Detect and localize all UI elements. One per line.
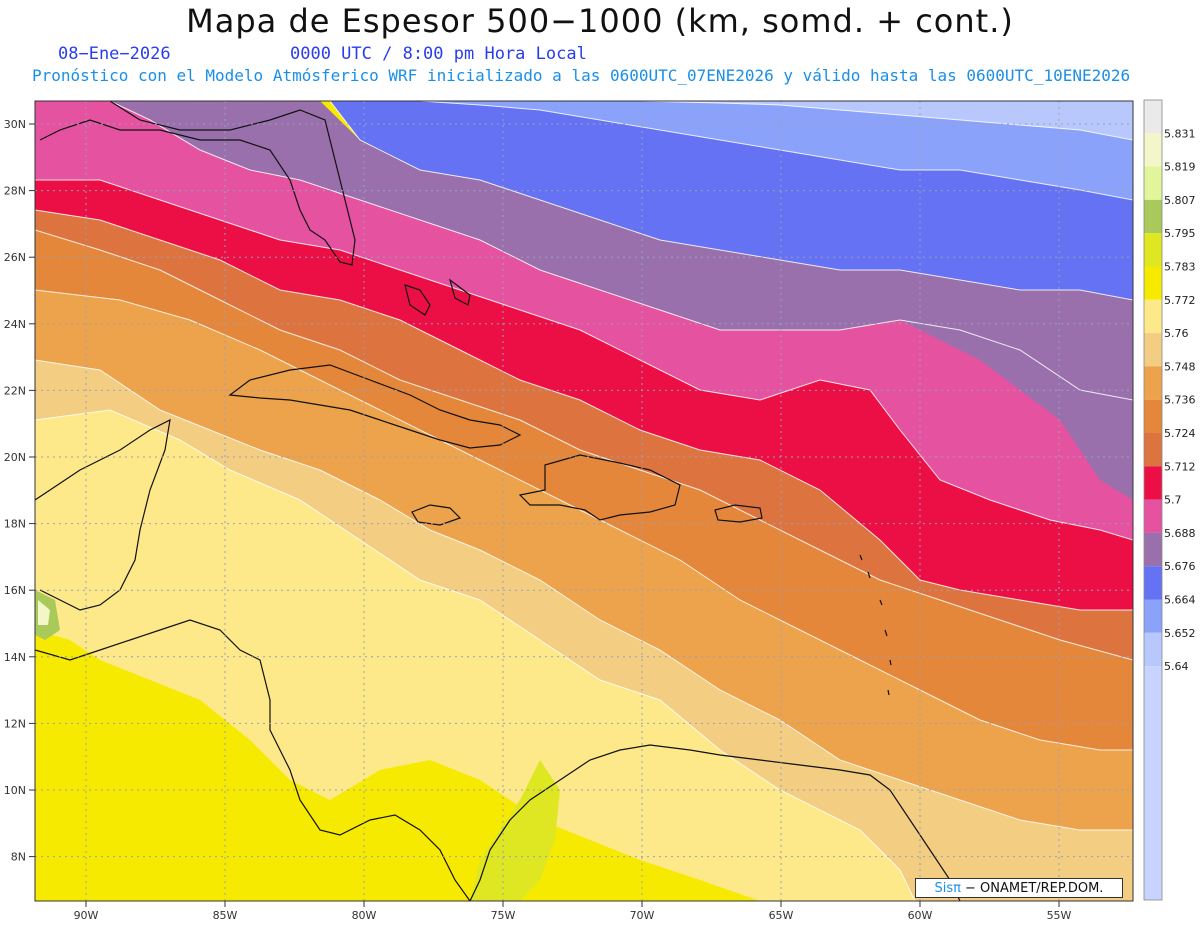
legend-label: 5.724: [1164, 427, 1196, 440]
lat-label: 16N: [4, 584, 26, 597]
longitude-labels: 90W 85W 80W 75W 70W 65W 60W 55W: [74, 901, 1072, 922]
plot-frame: [34, 100, 1134, 902]
coastlines: [35, 101, 961, 901]
legend-label: 5.7: [1164, 494, 1182, 507]
lat-label: 14N: [4, 651, 26, 664]
color-legend: 5.831 5.819 5.807 5.795 5.783 5.772 5.76 5.748 5…: [1143, 99, 1196, 901]
forecast-date: 08−Ene−2026: [58, 44, 171, 64]
lon-label: 75W: [491, 909, 516, 922]
legend-label: 5.712: [1164, 460, 1196, 473]
lon-label: 80W: [352, 909, 377, 922]
lat-label: 24N: [4, 318, 26, 331]
credit-org: − ONAMET/REP.DOM.: [965, 880, 1104, 896]
lon-label: 70W: [630, 909, 655, 922]
legend-label: 5.819: [1164, 161, 1196, 174]
latitude-labels: 30N 28N 26N 24N 22N 20N 18N 16N 14N 12N 10N 8N: [4, 118, 35, 864]
legend-swatch: [1144, 632, 1162, 667]
legend-label: 5.748: [1164, 360, 1196, 373]
lat-label: 26N: [4, 251, 26, 264]
legend-swatch: [1144, 133, 1162, 167]
forecast-time: 0000 UTC / 8:00 pm Hora Local: [290, 44, 587, 64]
legend-label: 5.807: [1164, 194, 1196, 207]
legend-swatch: [1144, 399, 1162, 433]
legend-label: 5.736: [1164, 394, 1196, 407]
legend-label: 5.772: [1164, 294, 1196, 307]
legend-swatch: [1144, 433, 1162, 467]
lat-label: 20N: [4, 451, 26, 464]
graticule: [35, 101, 1133, 901]
legend-label: 5.688: [1164, 527, 1196, 540]
thickness-field: [35, 101, 1133, 901]
lon-label: 65W: [769, 909, 794, 922]
legend-swatch: [1144, 499, 1162, 533]
legend-swatch: [1144, 299, 1162, 334]
legend-swatch: [1144, 532, 1162, 567]
lat-label: 8N: [11, 851, 26, 864]
legend-label: 5.664: [1164, 594, 1196, 607]
lon-label: 90W: [74, 909, 99, 922]
legend-swatch: [1144, 166, 1162, 200]
lon-label: 85W: [213, 909, 238, 922]
credit-brand: Sisπ: [934, 880, 962, 896]
lat-label: 30N: [4, 118, 26, 131]
lon-label: 60W: [908, 909, 933, 922]
lat-label: 10N: [4, 784, 26, 797]
legend-swatch: [1144, 266, 1162, 300]
legend-swatch: [1144, 100, 1162, 134]
legend-label: 5.783: [1164, 261, 1196, 274]
legend-label: 5.831: [1164, 127, 1196, 140]
legend-label: 5.795: [1164, 227, 1196, 240]
legend-swatch: [1144, 566, 1162, 600]
legend-swatch: [1144, 366, 1162, 400]
lat-label: 22N: [4, 384, 26, 397]
legend-swatch: [1144, 466, 1162, 500]
lat-label: 28N: [4, 185, 26, 198]
lon-label: 55W: [1047, 909, 1072, 922]
lat-label: 18N: [4, 518, 26, 531]
legend-swatch: [1144, 666, 1162, 900]
legend-swatch: [1144, 199, 1162, 234]
legend-label: 5.64: [1164, 660, 1189, 673]
map-title: Mapa de Espesor 500−1000 (km, somd. + co…: [186, 2, 1014, 40]
legend-swatch: [1144, 333, 1162, 367]
legend-swatch: [1144, 233, 1162, 267]
forecast-note: Pronóstico con el Modelo Atmósferico WRF…: [32, 66, 1131, 85]
credit-box: Sisπ − ONAMET/REP.DOM.: [915, 878, 1123, 898]
legend-label: 5.676: [1164, 560, 1196, 573]
legend-label: 5.652: [1164, 627, 1196, 640]
legend-label: 5.76: [1164, 327, 1189, 340]
lat-label: 12N: [4, 717, 26, 730]
legend-swatch: [1144, 599, 1162, 633]
